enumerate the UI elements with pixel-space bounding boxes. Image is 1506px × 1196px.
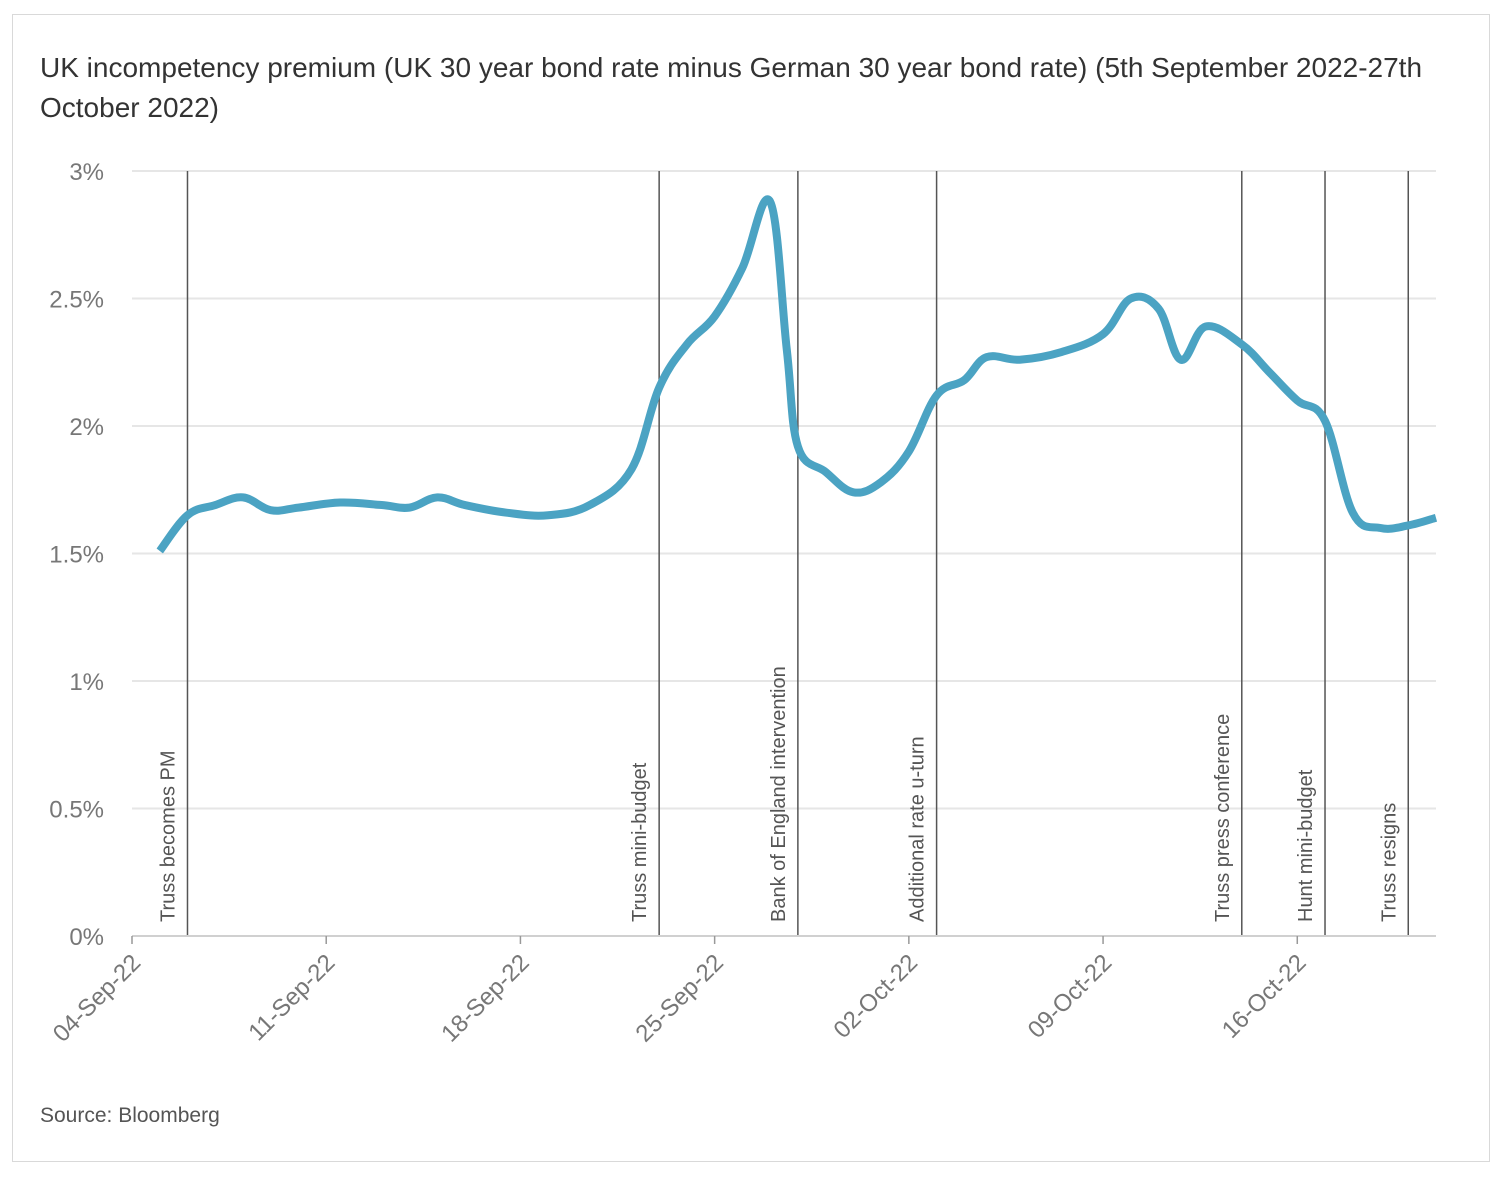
y-tick-label: 0% [69, 924, 104, 951]
y-tick-label: 3% [69, 159, 104, 186]
y-axis: 0% 0.5% 1% 1.5% 2% 2.5% 3% [49, 159, 104, 951]
x-tick-label: 25-Sep-22 [631, 949, 729, 1047]
x-tick-label: 02-Oct-22 [829, 949, 924, 1044]
annotation-label: Additional rate u-turn [907, 736, 929, 922]
annotation-label: Truss press conference [1212, 714, 1234, 922]
annotation-lines: Truss becomes PM Truss mini-budget Bank of… [157, 171, 1410, 936]
x-tick-label: 16-Oct-22 [1217, 949, 1312, 1044]
source-note: Source: Bloomberg [40, 1104, 220, 1127]
y-tick-label: 1% [69, 669, 104, 696]
chart-card [12, 14, 1490, 1162]
annotation-label: Truss becomes PM [157, 750, 179, 922]
annotation-label: Truss mini-budget [629, 762, 651, 922]
annotation-label: Hunt mini-budget [1295, 769, 1317, 922]
chart-title: UK incompetency premium (UK 30 year bond… [40, 52, 1423, 123]
y-tick-label: 1.5% [49, 542, 104, 569]
x-tick-label: 11-Sep-22 [243, 949, 340, 1046]
x-tick-label: 09-Oct-22 [1023, 949, 1118, 1044]
x-tick-label: 04-Sep-22 [48, 949, 146, 1047]
series-group [156, 195, 1438, 554]
y-tick-label: 0.5% [49, 797, 104, 824]
annotation-label: Bank of England intervention [768, 666, 790, 922]
x-axis: 04-Sep-22 11-Sep-22 18-Sep-22 25-Sep-22 02-O… [48, 935, 1436, 1047]
y-tick-label: 2.5% [49, 287, 104, 314]
series-line [156, 195, 1438, 554]
y-tick-label: 2% [69, 414, 104, 441]
annotation-label: Truss resigns [1378, 803, 1400, 922]
x-tick-label: 18-Sep-22 [436, 949, 534, 1047]
